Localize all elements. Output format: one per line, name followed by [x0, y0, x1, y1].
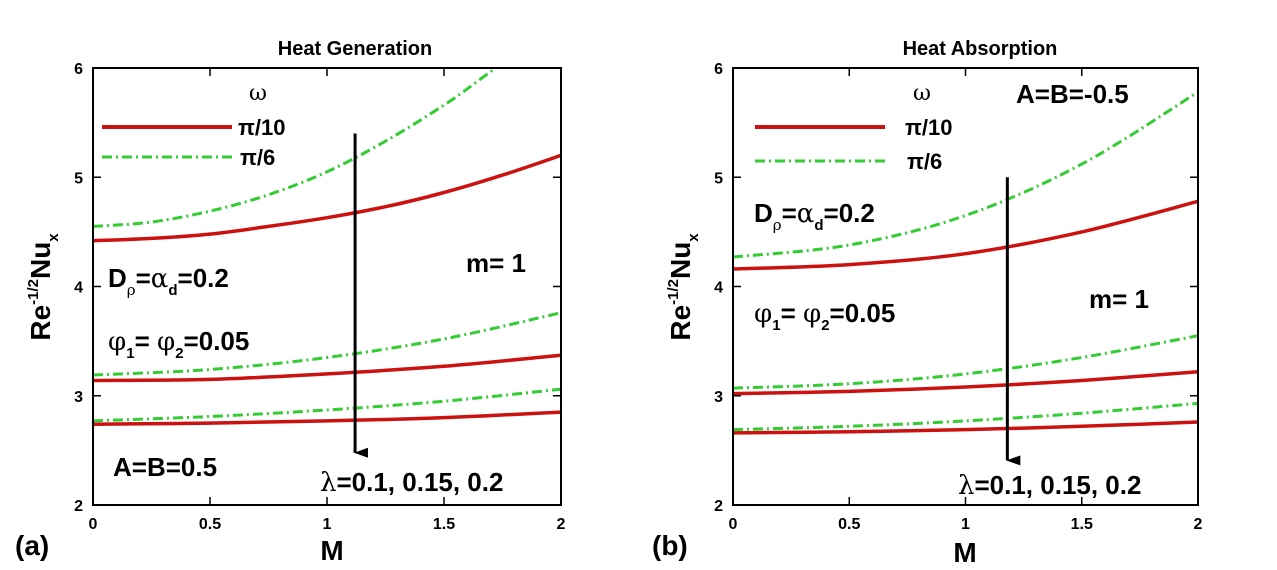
panel-a-legend-title: ω — [249, 81, 267, 106]
panel-b-y-tick-label: 5 — [714, 170, 723, 187]
panel-a-series-4-line — [92, 410, 562, 426]
panel-a-series-5-line — [92, 387, 562, 423]
panel-a-y-axis-label: Re-1/2Nux — [25, 233, 62, 341]
panel-b-series-1-line — [732, 90, 1199, 259]
panel-b-ab-annotation: A=B=-0.5 — [1016, 79, 1129, 109]
panel-a-series-2-line — [92, 353, 562, 383]
panel-b-series-2-line — [732, 369, 1199, 396]
panel-b-x-axis-label: M — [953, 537, 976, 568]
panel-b-x-tick-label: 1.5 — [1071, 516, 1093, 533]
panel-a-x-tick-label: 0 — [89, 516, 98, 533]
panel-b-legend-label-green: π/6 — [907, 149, 942, 174]
panel-a-plot — [92, 66, 562, 458]
panel-a-series-3-line — [92, 311, 562, 377]
panel-a-x-tick-label: 0.5 — [199, 516, 221, 533]
panel-b-series-3-line — [732, 334, 1199, 390]
panel-a-x-tick-label: 1.5 — [433, 516, 455, 533]
panel-a-d-rho-annotation: Dρ=αd=0.2 — [108, 263, 229, 299]
panel-b-d-rho-annotation: Dρ=αd=0.2 — [754, 198, 875, 234]
panel-b-series-4-line — [732, 420, 1199, 435]
panel-b-series-5-line — [732, 401, 1199, 432]
panel-b-plot — [732, 90, 1199, 466]
panel-b-ticks: 0 0.5 1 1.5 2 2 3 4 5 6 — [714, 61, 1202, 533]
panel-b-y-tick-label: 6 — [714, 61, 723, 78]
panel-a-m-annotation: m= 1 — [466, 248, 526, 278]
panel-b-legend-label-red: π/10 — [905, 115, 952, 140]
panel-a-series-1-line — [92, 66, 497, 228]
panel-b: Heat Absorption 0 0.5 1 1.5 2 2 3 4 5 6 ω π/10 π/… — [652, 38, 1203, 568]
panel-a-y-tick-label: 4 — [74, 280, 83, 297]
panel-b-x-tick-label: 1 — [961, 516, 970, 533]
panel-b-x-tick-label: 2 — [1194, 516, 1203, 533]
panel-b-title: Heat Absorption — [903, 38, 1058, 60]
panel-b-m-annotation: m= 1 — [1089, 284, 1149, 314]
panel-a-y-tick-label: 6 — [74, 61, 83, 78]
panel-b-label: (b) — [652, 530, 688, 561]
panel-a-y-tick-label: 2 — [74, 498, 83, 515]
panel-a-lambda-annotation: λ=0.1, 0.15, 0.2 — [320, 467, 503, 498]
panel-a-label: (a) — [15, 530, 49, 561]
panel-b-y-tick-label: 4 — [714, 280, 723, 297]
panel-a-phi-annotation: φ1= φ2=0.05 — [108, 326, 249, 362]
panel-a-x-axis-label: M — [320, 535, 343, 566]
panel-a-title: Heat Generation — [278, 38, 432, 60]
panel-a-ticks: 0 0.5 1 1.5 2 2 3 4 5 6 — [74, 61, 565, 533]
panel-a-y-tick-label: 5 — [74, 170, 83, 187]
panel-b-x-tick-label: 0.5 — [838, 516, 860, 533]
panel-b-series-0-line — [732, 199, 1199, 271]
panel-b-legend-title: ω — [913, 81, 931, 106]
panel-b-phi-annotation: φ1= φ2=0.05 — [754, 298, 895, 334]
panel-a: Heat Generation 0 0.5 1 1.5 2 2 3 4 5 6 ω π/10 π/… — [15, 38, 566, 566]
panel-b-y-tick-label: 3 — [714, 389, 723, 406]
panel-a-legend-label-green: π/6 — [240, 145, 275, 170]
panel-a-y-tick-label: 3 — [74, 389, 83, 406]
panel-a-ab-annotation: A=B=0.5 — [113, 452, 217, 482]
panel-b-lambda-annotation: λ=0.1, 0.15, 0.2 — [958, 470, 1141, 501]
panel-a-series-0-line — [92, 153, 562, 243]
panel-b-y-tick-label: 2 — [714, 498, 723, 515]
panel-a-x-tick-label: 1 — [323, 516, 332, 533]
panel-a-x-tick-label: 2 — [557, 516, 566, 533]
panel-b-x-tick-label: 0 — [729, 516, 738, 533]
panel-b-y-axis-label: Re-1/2Nux — [665, 233, 702, 341]
panel-a-legend-label-red: π/10 — [238, 115, 285, 140]
